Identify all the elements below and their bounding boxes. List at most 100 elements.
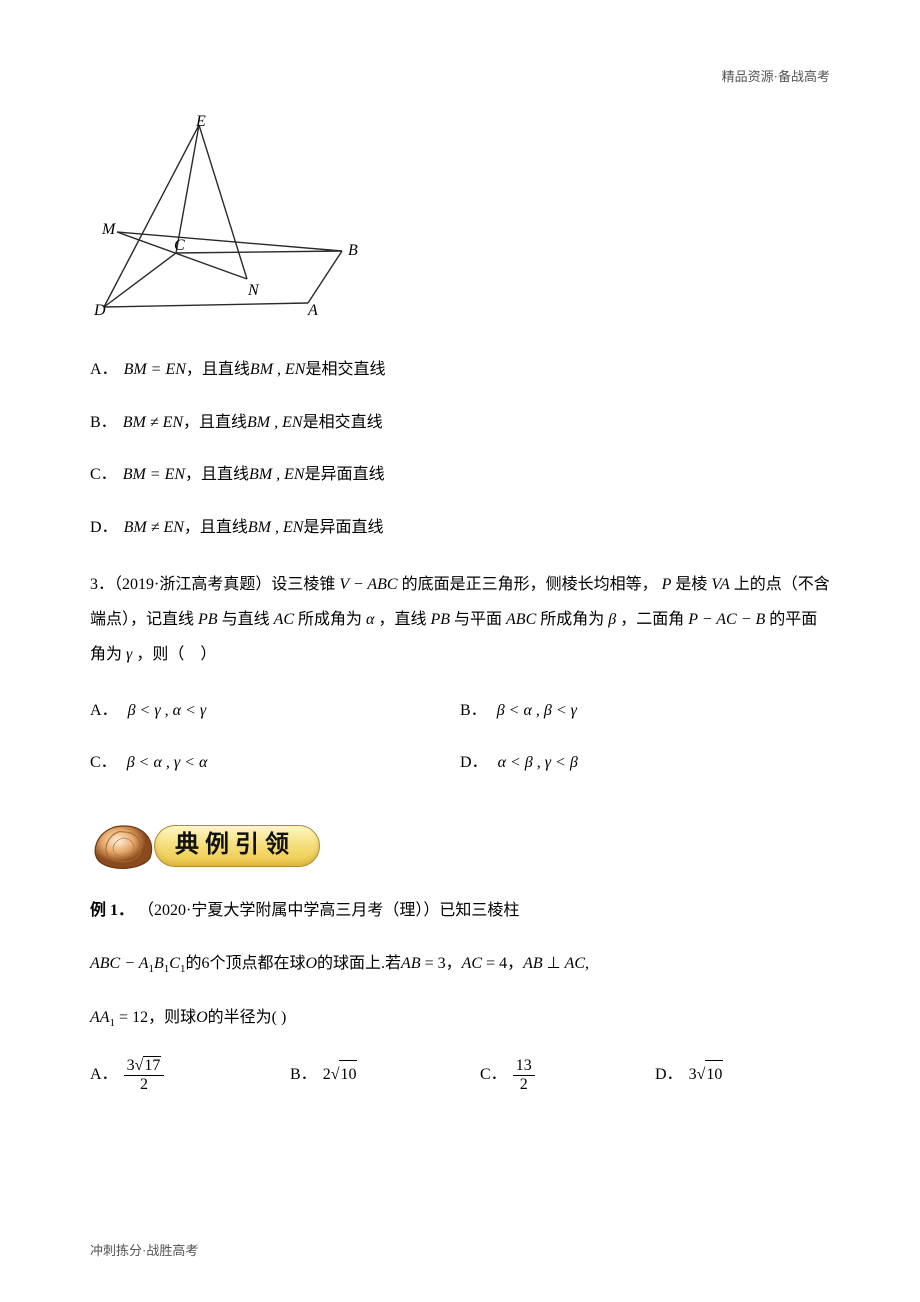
q3-text: 与平面: [454, 611, 502, 628]
math-expr: ⊥: [543, 955, 565, 972]
math-expr: = 4，: [482, 955, 523, 972]
math-expr: P − AC − B: [688, 611, 765, 628]
ex1-line3: AA1 = 12，则球O的半径为( ): [90, 1000, 830, 1035]
geometry-figure: E M C B N D A: [90, 115, 830, 326]
math-expr: PB: [430, 611, 450, 628]
math-expr: PB: [198, 611, 218, 628]
section-badge: 典 例 引 领: [90, 818, 830, 873]
ex1-options: A． 3√17 2 B． 2√10 C． 13 2 D． 3√10: [90, 1057, 830, 1093]
radicand: 10: [705, 1060, 723, 1090]
option-text: ，且直线: [184, 514, 248, 543]
math-expr: AC: [274, 611, 294, 628]
header-watermark: 精品资源·备战高考: [722, 65, 830, 88]
option-label: C．: [90, 461, 117, 490]
option-text: 是异面直线: [305, 461, 385, 490]
q2-option-b: B． BM ≠ EN ，且直线 BM , EN 是相交直线: [90, 409, 830, 438]
math-expr: ,: [585, 955, 589, 972]
option-label: D．: [460, 754, 488, 771]
ex1-option-d: D． 3√10: [655, 1060, 830, 1090]
math-expr: ( ): [272, 1009, 287, 1026]
q3-text: ，直线: [378, 611, 426, 628]
q3-text: 是棱: [675, 576, 707, 593]
math-expr: VA: [711, 576, 729, 593]
q3-text: ，则（ ）: [136, 646, 216, 663]
q3-text: 的底面是正三角形，侧棱长均相等，: [402, 576, 658, 593]
math-expr: B: [154, 955, 164, 972]
math-expr: γ: [126, 646, 132, 663]
math-num: 3: [127, 1057, 135, 1074]
ex1-line2: ABC − A1B1C1的6个顶点都在球O的球面上.若AB = 3，AC = 4…: [90, 946, 830, 981]
math-expr: = 3，: [421, 955, 462, 972]
math-coef: 3: [689, 1061, 697, 1090]
q3-option-row-cd: C． β < α , γ < α D． α < β , γ < β: [90, 749, 830, 778]
q3-text: 所成角为: [540, 611, 604, 628]
label-D: D: [93, 302, 106, 315]
option-label: A．: [90, 356, 118, 385]
q3-text: 与直线: [222, 611, 270, 628]
radicand: 17: [143, 1056, 161, 1074]
option-label: A．: [90, 702, 118, 719]
math-coef: 2: [323, 1061, 331, 1090]
math-expr: = 12，则球: [115, 1009, 196, 1026]
label-E: E: [195, 115, 206, 130]
math-expr: BM , EN: [249, 461, 305, 490]
math-expr: β < α , γ < α: [127, 754, 208, 771]
math-expr: BM ≠ EN: [124, 514, 184, 543]
math-expr: α: [366, 611, 374, 628]
math-expr: O: [305, 955, 317, 972]
ex1-label: 例 1．: [90, 902, 134, 919]
label-N: N: [247, 282, 260, 299]
math-expr: BM ≠ EN: [123, 409, 183, 438]
math-expr: BM , EN: [247, 409, 303, 438]
option-text: ，且直线: [185, 461, 249, 490]
math-expr: β < α , β < γ: [497, 702, 577, 719]
math-num: 13: [513, 1057, 535, 1076]
math-expr: AC: [462, 955, 482, 972]
option-label: D．: [655, 1061, 683, 1090]
q2-option-c: C． BM = EN ，且直线 BM , EN 是异面直线: [90, 461, 830, 490]
math-expr: BM = EN: [124, 356, 186, 385]
label-B: B: [348, 242, 358, 259]
q2-option-a: A． BM = EN ，且直线 BM , EN 是相交直线: [90, 356, 830, 385]
option-label: C．: [90, 754, 117, 771]
math-den: 2: [124, 1076, 165, 1094]
footer-watermark: 冲刺拣分·战胜高考: [90, 1239, 198, 1262]
ex1-text: 的6个顶点都在球: [185, 955, 305, 972]
math-expr: β: [608, 611, 616, 628]
option-label: B．: [90, 409, 117, 438]
ex1-text: 的半径为: [208, 1009, 272, 1026]
math-expr: V − ABC: [339, 576, 397, 593]
option-text: ，且直线: [186, 356, 250, 385]
math-expr: ABC: [506, 611, 536, 628]
math-expr: AB: [401, 955, 421, 972]
q3-stem: 3．（2019·浙江高考真题）设三棱锥 V − ABC 的底面是正三角形，侧棱长…: [90, 567, 830, 673]
math-expr: AB: [523, 955, 543, 972]
math-expr: P: [662, 576, 672, 593]
math-expr: ABC − A: [90, 955, 149, 972]
ex1-stem: 例 1． （2020·宁夏大学附属中学高三月考（理））已知三棱柱: [90, 893, 830, 928]
option-label: D．: [90, 514, 118, 543]
label-A: A: [307, 302, 318, 315]
ex1-option-b: B． 2√10: [290, 1060, 480, 1090]
option-text: 是相交直线: [305, 356, 385, 385]
ex1-option-c: C． 13 2: [480, 1057, 655, 1093]
label-M: M: [101, 221, 117, 238]
math-expr: BM , EN: [250, 356, 306, 385]
math-expr: β < γ , α < γ: [128, 702, 207, 719]
q2-option-d: D． BM ≠ EN ，且直线 BM , EN 是异面直线: [90, 514, 830, 543]
option-label: B．: [290, 1061, 317, 1090]
q3-option-row-ab: A． β < γ , α < γ B． β < α , β < γ: [90, 697, 830, 726]
option-label: A．: [90, 1061, 118, 1090]
section-title: 典 例 引 领: [154, 825, 320, 867]
math-expr: AA: [90, 1009, 110, 1026]
option-text: ，且直线: [183, 409, 247, 438]
ex1-text: 的球面上.若: [317, 955, 401, 972]
option-text: 是异面直线: [303, 514, 383, 543]
math-expr: α < β , γ < β: [498, 754, 578, 771]
q3-text: 3．（2019·浙江高考真题）设三棱锥: [90, 576, 335, 593]
ex1-option-a: A． 3√17 2: [90, 1057, 290, 1093]
label-C: C: [174, 237, 185, 254]
option-text: 是相交直线: [303, 409, 383, 438]
ex1-text: （2020·宁夏大学附属中学高三月考（理））已知三棱柱: [138, 902, 519, 919]
math-den: 2: [513, 1076, 535, 1094]
